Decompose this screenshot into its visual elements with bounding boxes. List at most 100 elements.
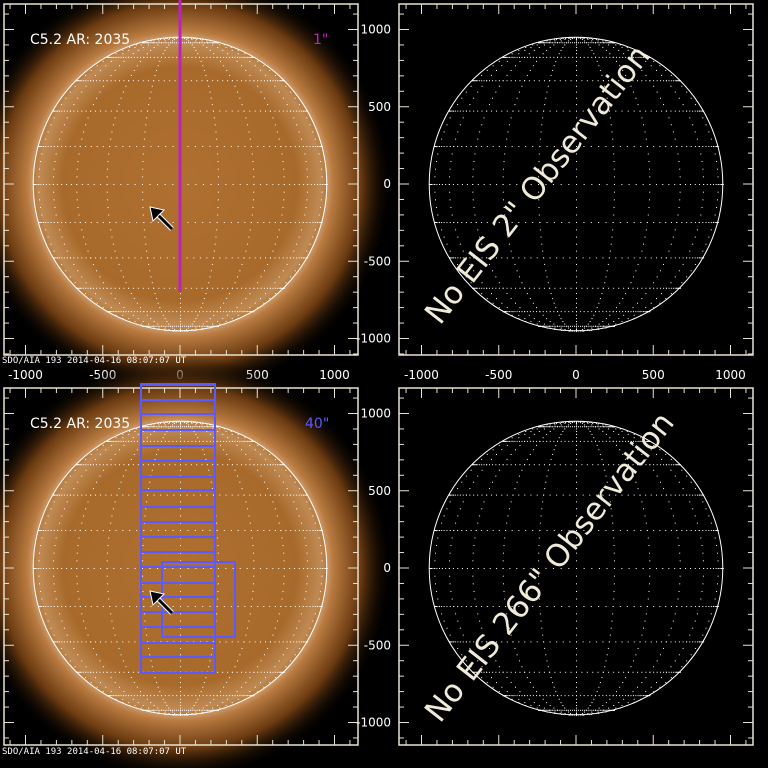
grid-dot — [435, 605, 437, 607]
grid-dot — [645, 494, 647, 496]
grid-dot — [172, 329, 174, 331]
grid-dot — [562, 426, 564, 428]
grid-dot — [314, 613, 316, 615]
grid-dot — [549, 325, 551, 327]
grid-dot — [54, 494, 56, 496]
grid-dot — [190, 329, 192, 331]
grid-dot — [40, 568, 42, 569]
grid-dot — [633, 146, 635, 148]
grid-dot — [128, 464, 130, 466]
grid-dot — [306, 575, 308, 577]
grid-dot — [612, 56, 614, 58]
grid-dot — [587, 695, 589, 697]
grid-dot — [116, 56, 118, 58]
grid-dot — [613, 161, 615, 163]
grid-dot — [305, 161, 307, 163]
grid-dot — [601, 293, 603, 295]
grid-dot — [294, 605, 296, 607]
grid-dot — [674, 276, 676, 278]
grid-dot — [194, 605, 196, 607]
grid-dot — [43, 221, 45, 223]
grid-dot — [503, 199, 505, 201]
grid-dot — [187, 713, 189, 715]
grid-dot — [260, 464, 262, 466]
grid-dot — [34, 568, 36, 569]
grid-dot — [250, 221, 252, 223]
grid-dot — [572, 330, 574, 332]
grid-dot — [506, 110, 508, 112]
grid-dot — [451, 214, 453, 216]
grid-dot — [194, 38, 196, 40]
grid-dot — [47, 605, 49, 607]
grid-dot — [560, 318, 562, 320]
grid-dot — [602, 287, 604, 289]
grid-dot — [662, 568, 664, 569]
grid-dot — [225, 257, 227, 259]
grid-dot — [644, 131, 646, 133]
grid-dot — [486, 605, 488, 607]
grid-dot — [532, 65, 534, 67]
grid-dot — [605, 426, 607, 428]
grid-dot — [506, 695, 508, 697]
grid-dot — [180, 433, 181, 435]
grid-dot — [598, 530, 600, 532]
grid-dot — [239, 270, 241, 272]
grid-dot — [47, 236, 49, 238]
heliographic-grid — [429, 37, 724, 332]
grid-dot — [674, 80, 676, 82]
grid-dot — [247, 440, 249, 442]
grid-dot — [216, 42, 218, 44]
grid-dot — [278, 138, 280, 140]
grid-dot — [545, 270, 547, 272]
grid-dot — [200, 307, 202, 309]
grid-dot — [249, 229, 251, 231]
grid-dot — [105, 302, 107, 304]
grid-dot — [249, 695, 251, 697]
grid-dot — [552, 426, 554, 428]
grid-dot — [136, 449, 138, 451]
grid-dot — [39, 605, 41, 607]
grid-dot — [613, 671, 615, 673]
y-tick-label: -500 — [364, 254, 391, 268]
grid-dot — [66, 501, 68, 503]
grid-dot — [213, 695, 215, 697]
grid-dot — [281, 153, 283, 155]
grid-dot — [78, 464, 80, 466]
grid-dot — [144, 131, 146, 133]
grid-dot — [653, 671, 655, 673]
grid-dot — [692, 257, 694, 259]
grid-dot — [510, 298, 512, 300]
grid-dot — [174, 330, 176, 332]
grid-dot — [274, 666, 276, 668]
grid-dot — [659, 302, 661, 304]
grid-dot — [483, 568, 485, 569]
grid-dot — [562, 257, 564, 259]
grid-dot — [477, 494, 479, 496]
grid-dot — [674, 229, 676, 231]
grid-dot — [195, 424, 197, 426]
grid-dot — [586, 464, 588, 466]
grid-dot — [611, 236, 613, 238]
grid-dot — [225, 494, 227, 496]
grid-dot — [702, 168, 704, 170]
grid-dot — [509, 184, 511, 185]
grid-dot — [110, 56, 112, 58]
grid-dot — [263, 302, 265, 304]
grid-dot — [633, 221, 635, 223]
grid-dot — [457, 257, 459, 259]
grid-dot — [147, 709, 149, 711]
grid-dot — [321, 191, 323, 193]
grid-dot — [461, 184, 463, 185]
grid-dot — [685, 184, 687, 185]
grid-dot — [77, 257, 79, 259]
grid-dot — [542, 42, 544, 44]
grid-dot — [105, 257, 107, 259]
grid-dot — [506, 60, 508, 62]
grid-dot — [590, 146, 592, 148]
grid-dot — [457, 530, 459, 532]
grid-dot — [120, 311, 122, 313]
grid-dot — [302, 641, 304, 643]
grid-dot — [129, 46, 131, 48]
grid-dot — [661, 494, 663, 496]
grid-dot — [174, 39, 176, 41]
